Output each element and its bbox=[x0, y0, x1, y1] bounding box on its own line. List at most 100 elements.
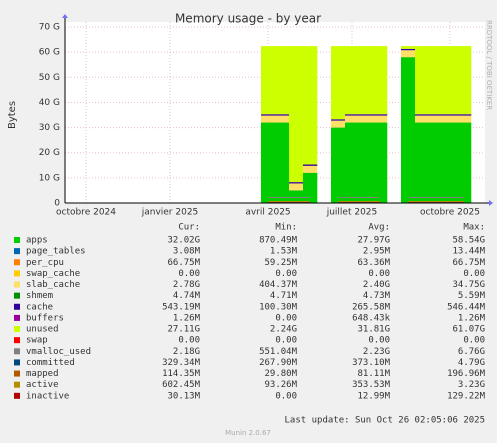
legend-stat: 2.78G bbox=[173, 280, 200, 290]
legend-stat: 648.43k bbox=[352, 313, 391, 323]
area-segment bbox=[457, 122, 472, 203]
legend-label: apps bbox=[26, 236, 48, 246]
area-segment bbox=[331, 127, 346, 203]
x-tick-label: juillet 2025 bbox=[326, 208, 378, 218]
area-segment bbox=[275, 122, 290, 203]
legend-stat: 265.58M bbox=[352, 302, 391, 312]
area-segment bbox=[345, 114, 360, 116]
area-segment bbox=[303, 46, 318, 165]
legend-label: slab_cache bbox=[26, 280, 80, 290]
y-tick-label: 60 G bbox=[39, 48, 60, 58]
legend-swatch bbox=[14, 392, 20, 399]
x-tick-label: octobre 2024 bbox=[56, 208, 116, 218]
legend-swatch bbox=[14, 314, 20, 321]
y-tick-label: 10 G bbox=[39, 173, 60, 183]
legend-stat: 129.22M bbox=[447, 391, 486, 401]
x-tick-label: avril 2025 bbox=[245, 208, 290, 218]
legend-stat: 31.81G bbox=[357, 325, 390, 335]
legend-stat: 81.11M bbox=[357, 369, 390, 379]
legend-stat: 196.96M bbox=[447, 369, 486, 379]
legend-stat: 61.07G bbox=[452, 325, 485, 335]
area-segment bbox=[359, 115, 374, 123]
legend-stat: 30.13M bbox=[167, 391, 200, 401]
legend-stat: 3.23G bbox=[458, 380, 485, 390]
legend-stat: 0.00 bbox=[368, 336, 390, 346]
area-segment bbox=[359, 114, 374, 116]
area-segment bbox=[359, 46, 374, 115]
x-tick-label: octobre 2025 bbox=[420, 208, 480, 218]
legend-stat: 13.44M bbox=[452, 247, 485, 257]
area-segment bbox=[261, 115, 276, 123]
legend-stat: 870.49M bbox=[259, 236, 298, 246]
legend-stat: 2.40G bbox=[363, 280, 390, 290]
area-segment bbox=[331, 46, 346, 120]
legend-stat: 32.02G bbox=[167, 236, 200, 246]
area-segment bbox=[429, 46, 444, 115]
legend-column-header: Avg: bbox=[368, 223, 390, 233]
legend-stat: 100.30M bbox=[259, 302, 298, 312]
legend-column-header: Max: bbox=[463, 223, 485, 233]
legend-swatch bbox=[14, 259, 20, 266]
y-tick-label: 0 bbox=[54, 199, 60, 209]
area-segment bbox=[415, 114, 430, 116]
area-segment bbox=[401, 57, 416, 203]
legend-swatch bbox=[14, 303, 20, 310]
area-segment bbox=[345, 46, 360, 115]
legend-label: swap_cache bbox=[26, 269, 80, 279]
area-segment bbox=[415, 122, 430, 203]
side-label: RRDTOOL / TOBI OETIKER bbox=[485, 20, 493, 110]
legend-label: committed bbox=[26, 358, 75, 368]
legend-stat: 2.23G bbox=[363, 347, 390, 357]
area-segment bbox=[457, 46, 472, 115]
legend-label: inactive bbox=[26, 391, 69, 401]
legend-stat: 543.19M bbox=[162, 302, 201, 312]
area-segment bbox=[429, 114, 444, 116]
legend-swatch bbox=[14, 270, 20, 277]
area-segment bbox=[261, 46, 276, 115]
legend-label: shmem bbox=[26, 291, 53, 301]
area-segment bbox=[457, 115, 472, 123]
legend-stat: 63.36M bbox=[357, 258, 390, 268]
legend-stat: 0.00 bbox=[275, 269, 297, 279]
area-segment bbox=[303, 172, 318, 203]
area-segment bbox=[345, 122, 360, 203]
legend-swatch bbox=[14, 326, 20, 333]
legend-stat: 114.35M bbox=[162, 369, 201, 379]
y-tick-label: 30 G bbox=[39, 123, 60, 133]
legend-stat: 2.95M bbox=[363, 247, 391, 257]
y-tick-label: 40 G bbox=[39, 98, 60, 108]
area-segment bbox=[373, 115, 388, 123]
area-segment bbox=[331, 120, 346, 128]
area-segment bbox=[415, 115, 430, 123]
area-segment bbox=[275, 115, 290, 123]
legend-swatch bbox=[14, 237, 20, 243]
legend-stat: 2.24G bbox=[270, 325, 297, 335]
legend-swatch bbox=[14, 281, 20, 288]
legend-stat: 93.26M bbox=[264, 380, 297, 390]
area-segment bbox=[415, 46, 430, 115]
area-segment bbox=[457, 114, 472, 116]
legend-stat: 0.00 bbox=[368, 269, 390, 279]
legend-stat: 267.90M bbox=[259, 358, 298, 368]
legend-stat: 353.53M bbox=[352, 380, 391, 390]
legend-stat: 0.00 bbox=[178, 336, 200, 346]
legend-stat: 27.11G bbox=[167, 325, 200, 335]
y-tick-label: 50 G bbox=[39, 73, 60, 83]
legend-stat: 4.74M bbox=[173, 291, 201, 301]
area-segment bbox=[443, 115, 458, 123]
legend-stat: 4.79G bbox=[458, 358, 485, 368]
legend-stat: 602.45M bbox=[162, 380, 201, 390]
legend-stat: 59.25M bbox=[264, 258, 297, 268]
legend-stat: 404.37M bbox=[259, 280, 298, 290]
legend-stat: 66.75M bbox=[167, 258, 200, 268]
legend-stat: 29.80M bbox=[264, 369, 297, 379]
area-segment bbox=[289, 190, 304, 203]
legend-column-header: Cur: bbox=[178, 223, 200, 233]
legend-stat: 1.26M bbox=[458, 313, 486, 323]
y-tick-label: 20 G bbox=[39, 148, 60, 158]
area-segment bbox=[303, 164, 318, 166]
legend-stat: 329.34M bbox=[162, 358, 201, 368]
legend-label: swap bbox=[26, 336, 48, 346]
legend-swatch bbox=[14, 359, 20, 366]
legend-label: unused bbox=[26, 325, 59, 335]
